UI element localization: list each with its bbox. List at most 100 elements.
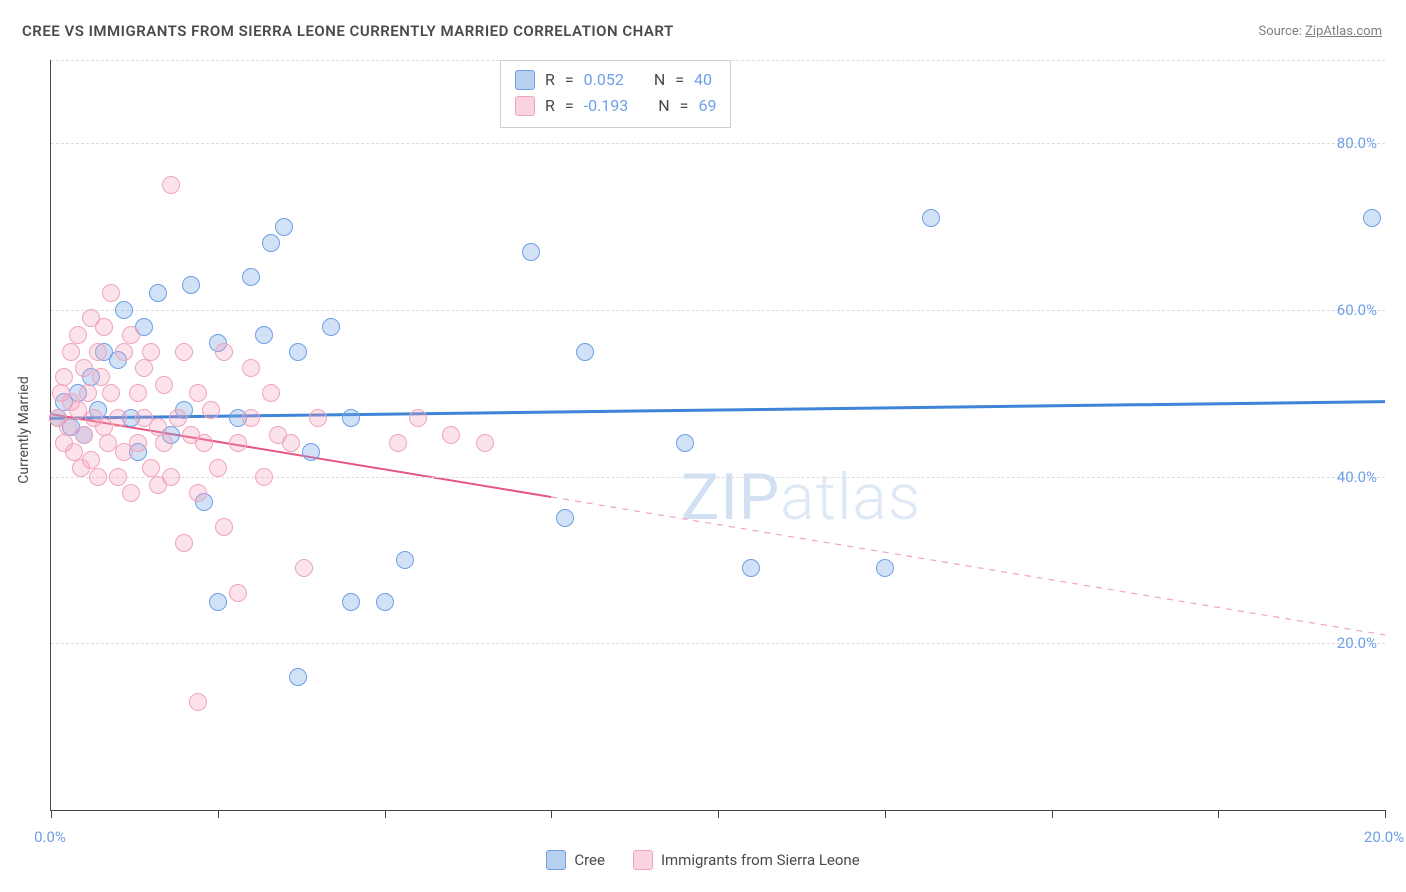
point-cree <box>255 326 273 344</box>
point-sierra <box>442 426 460 444</box>
eq: = <box>565 93 574 119</box>
point-cree <box>676 434 694 452</box>
point-cree <box>556 509 574 527</box>
point-sierra <box>262 384 280 402</box>
point-sierra <box>409 409 427 427</box>
point-sierra <box>95 318 113 336</box>
bottom-legend: Cree Immigrants from Sierra Leone <box>0 850 1406 870</box>
r-value-sierra: -0.193 <box>584 93 629 119</box>
point-sierra <box>79 384 97 402</box>
point-cree <box>342 409 360 427</box>
point-cree <box>182 276 200 294</box>
x-tick-label: 20.0% <box>1364 828 1404 846</box>
point-cree <box>289 668 307 686</box>
point-sierra <box>202 401 220 419</box>
point-sierra <box>89 468 107 486</box>
point-sierra <box>155 376 173 394</box>
trend-lines <box>51 60 1385 810</box>
gridline <box>51 477 1385 478</box>
point-cree <box>342 593 360 611</box>
point-sierra <box>215 343 233 361</box>
point-sierra <box>215 518 233 536</box>
watermark-thin: atlas <box>780 460 921 535</box>
n-value-sierra: 69 <box>698 93 716 119</box>
trend-sierra-dashed <box>551 497 1385 635</box>
point-sierra <box>69 326 87 344</box>
r-value-cree: 0.052 <box>584 67 624 93</box>
point-sierra <box>115 343 133 361</box>
point-sierra <box>65 443 83 461</box>
point-sierra <box>149 418 167 436</box>
x-tick <box>885 810 886 818</box>
point-sierra <box>209 459 227 477</box>
plot-area: ZIPatlas 20.0%40.0%60.0%80.0% <box>50 60 1385 811</box>
point-cree <box>322 318 340 336</box>
point-sierra <box>229 434 247 452</box>
point-sierra <box>282 434 300 452</box>
point-sierra <box>142 343 160 361</box>
point-sierra <box>242 409 260 427</box>
legend-item-cree: Cree <box>546 850 605 870</box>
point-sierra <box>476 434 494 452</box>
y-axis-label: Currently Married <box>16 376 32 483</box>
stats-row-cree: R = 0.052 N = 40 <box>515 67 716 93</box>
point-sierra <box>295 559 313 577</box>
swatch-pink <box>633 850 653 870</box>
point-sierra <box>69 401 87 419</box>
watermark: ZIPatlas <box>681 460 921 535</box>
point-cree <box>115 301 133 319</box>
gridline <box>51 643 1385 644</box>
point-sierra <box>122 326 140 344</box>
point-sierra <box>189 693 207 711</box>
x-tick-label: 0.0% <box>34 828 66 846</box>
x-tick <box>718 810 719 818</box>
gridline <box>51 143 1385 144</box>
x-tick <box>1052 810 1053 818</box>
point-cree <box>742 559 760 577</box>
point-sierra <box>175 534 193 552</box>
point-sierra <box>99 434 117 452</box>
point-sierra <box>55 368 73 386</box>
point-sierra <box>102 284 120 302</box>
point-sierra <box>75 426 93 444</box>
x-tick <box>218 810 219 818</box>
point-sierra <box>189 384 207 402</box>
point-cree <box>576 343 594 361</box>
watermark-bold: ZIP <box>681 460 780 535</box>
point-sierra <box>89 343 107 361</box>
legend-label-cree: Cree <box>574 851 605 869</box>
point-sierra <box>389 434 407 452</box>
point-sierra <box>135 359 153 377</box>
r-label: R <box>545 67 555 93</box>
point-cree <box>522 243 540 261</box>
point-sierra <box>75 359 93 377</box>
source-link[interactable]: ZipAtlas.com <box>1305 24 1382 39</box>
point-sierra <box>82 451 100 469</box>
point-sierra <box>175 343 193 361</box>
point-sierra <box>195 434 213 452</box>
source-prefix: Source: <box>1258 24 1305 39</box>
point-cree <box>922 209 940 227</box>
source-attribution: Source: ZipAtlas.com <box>1258 24 1382 39</box>
point-sierra <box>102 384 120 402</box>
point-sierra <box>109 409 127 427</box>
chart-title: CREE VS IMMIGRANTS FROM SIERRA LEONE CUR… <box>22 22 674 40</box>
stats-legend-box: R = 0.052 N = 40 R = -0.193 N = 69 <box>500 60 731 128</box>
n-label: N <box>654 67 665 93</box>
n-label: N <box>658 93 669 119</box>
eq: = <box>680 93 689 119</box>
gridline <box>51 310 1385 311</box>
point-sierra <box>122 484 140 502</box>
point-sierra <box>309 409 327 427</box>
point-sierra <box>229 584 247 602</box>
point-cree <box>396 551 414 569</box>
x-tick <box>1218 810 1219 818</box>
point-sierra <box>142 459 160 477</box>
point-sierra <box>129 434 147 452</box>
point-sierra <box>242 359 260 377</box>
point-sierra <box>62 343 80 361</box>
eq: = <box>565 67 574 93</box>
point-sierra <box>129 384 147 402</box>
r-label: R <box>545 93 555 119</box>
point-cree <box>262 234 280 252</box>
